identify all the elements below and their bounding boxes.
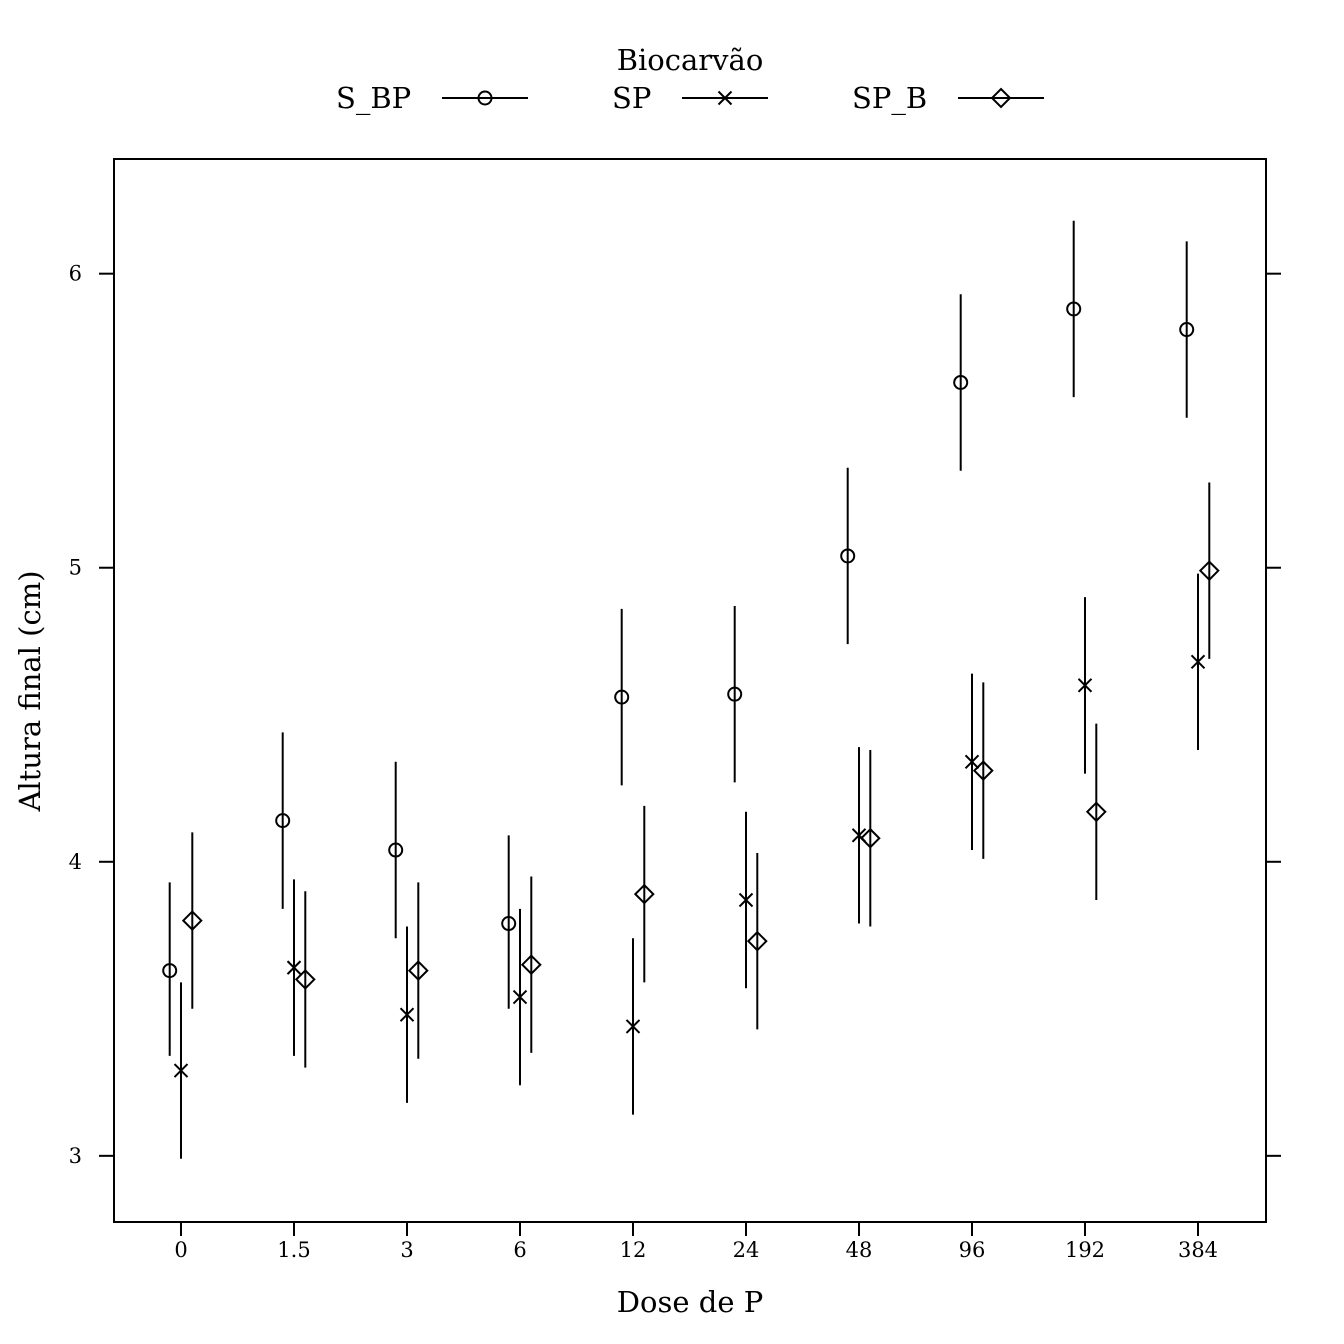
data-point [840, 548, 856, 564]
x-tick-label: 24 [733, 1238, 760, 1262]
x-tick-label: 48 [846, 1238, 873, 1262]
x-tick-label: 6 [513, 1238, 526, 1262]
data-point [173, 1063, 189, 1078]
data-point [1085, 801, 1107, 823]
legend-marker [477, 90, 493, 106]
data-point [738, 892, 754, 908]
data-point [275, 813, 291, 829]
series-sp-b [181, 482, 1220, 1068]
series-s-bp [162, 220, 1195, 1056]
axes: 3 4 5 6 0 1.5 3 6 12 24 48 96 192 384 [69, 158, 1281, 1262]
y-axis-title: Altura final (cm) [13, 570, 47, 812]
data-point [746, 930, 768, 952]
x-tick-label: 384 [1178, 1238, 1218, 1262]
y-tick-label: 3 [69, 1144, 82, 1168]
x-tick-label: 0 [174, 1238, 187, 1262]
data-point [1077, 678, 1093, 693]
data-point [1190, 654, 1206, 670]
legend-entry: SP_B [852, 81, 1044, 116]
legend-entry: SP [612, 81, 768, 115]
legend-label: SP [612, 81, 651, 115]
data-point [1179, 322, 1195, 338]
legend-label: S_BP [336, 81, 411, 116]
data-point [407, 960, 429, 981]
y-tick-label: 5 [69, 556, 82, 580]
data-point [633, 883, 655, 905]
x-tick-label: 12 [620, 1238, 647, 1262]
data-point [520, 954, 542, 976]
data-point [286, 960, 302, 975]
data-point [399, 1007, 415, 1022]
legend-marker [990, 87, 1012, 109]
data-point [972, 760, 994, 782]
y-tick-label: 4 [69, 850, 82, 874]
y-tick-label: 6 [69, 262, 82, 286]
data-point [501, 916, 517, 932]
legend-title: Biocarvão [617, 43, 764, 77]
x-axis-title: Dose de P [617, 1285, 763, 1319]
data-point [181, 910, 203, 932]
x-tick-label: 192 [1065, 1238, 1105, 1262]
data-point [727, 686, 743, 702]
legend: Biocarvão S_BP SP SP_B [336, 43, 1044, 116]
x-tick-label: 3 [400, 1238, 413, 1262]
data-point [625, 1019, 641, 1034]
data-point [162, 963, 178, 979]
data-point [953, 374, 969, 390]
x-tick-label: 96 [959, 1238, 986, 1262]
legend-entry: S_BP [336, 81, 528, 116]
data-point [388, 842, 404, 858]
legend-marker [717, 90, 733, 106]
legend-label: SP_B [852, 81, 927, 116]
data-point [294, 968, 316, 990]
x-tick-label: 1.5 [277, 1238, 310, 1262]
data-point [964, 754, 980, 770]
data-point [512, 989, 528, 1005]
data-point [614, 689, 630, 705]
series-sp [173, 573, 1206, 1159]
data-point [859, 827, 881, 849]
data-point [1066, 301, 1082, 317]
data-point [1198, 560, 1220, 582]
data-marks [162, 220, 1220, 1159]
plot-frame [113, 158, 1267, 1223]
